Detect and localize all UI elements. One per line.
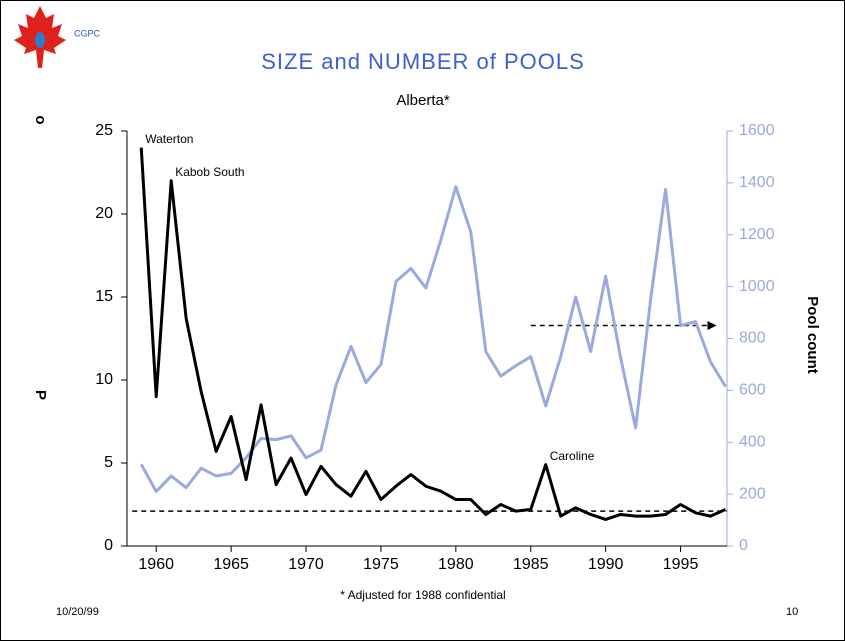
x-tick-label: 1985 — [513, 556, 549, 573]
logo-leaf — [14, 6, 66, 68]
x-tick-label: 1980 — [438, 556, 474, 573]
x-tick-label: 1970 — [288, 556, 324, 573]
y2-tick-label: 600 — [739, 382, 766, 399]
y-tick-label: 20 — [95, 205, 113, 222]
y2-tick-label: 1600 — [739, 122, 775, 139]
series-line — [139, 147, 727, 521]
y-tick-label: 0 — [104, 537, 113, 554]
y2-tick-label: 1200 — [739, 226, 775, 243]
y2-tick-label: 400 — [739, 433, 766, 450]
chart-title: SIZE and NUMBER of POOLS — [261, 49, 585, 74]
x-tick-label: 1965 — [213, 556, 249, 573]
y2-tick-label: 1000 — [739, 278, 775, 295]
logo-text: CGPC — [74, 28, 101, 38]
annotation: Waterton — [145, 132, 193, 146]
date: 10/20/99 — [56, 606, 99, 618]
page-number: 10 — [786, 606, 798, 618]
y2-tick-label: 1400 — [739, 174, 775, 191]
y-tick-label: 5 — [104, 454, 113, 471]
x-tick-label: 1975 — [363, 556, 399, 573]
chart-subtitle: Alberta* — [396, 92, 450, 109]
y2-label: Pool count — [804, 296, 821, 374]
annotation: Caroline — [550, 449, 595, 463]
y2-tick-label: 800 — [739, 330, 766, 347]
y2-tick-label: 0 — [739, 537, 748, 554]
y-tick-label: 25 — [95, 122, 113, 139]
y2-tick-label: 200 — [739, 485, 766, 502]
x-tick-label: 1990 — [588, 556, 624, 573]
x-tick-label: 1960 — [138, 556, 174, 573]
y-tick-label: 15 — [95, 288, 113, 305]
series-line — [139, 185, 727, 494]
annotation: Kabob South — [175, 165, 244, 179]
y-label-fragment: P — [32, 390, 49, 400]
y-label-fragment: o — [32, 115, 49, 124]
x-tick-label: 1995 — [663, 556, 699, 573]
y-tick-label: 10 — [95, 371, 113, 388]
note: * Adjusted for 1988 confidential — [340, 588, 505, 602]
